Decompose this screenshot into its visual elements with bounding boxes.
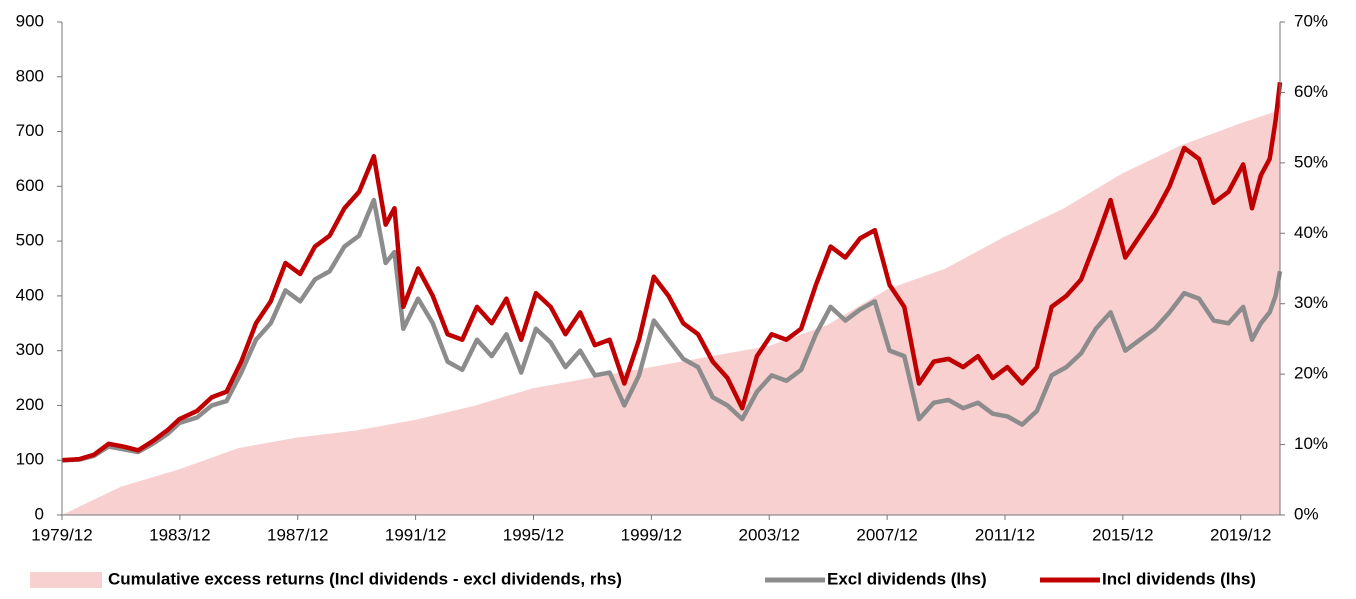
x-tick-label: 2011/12 bbox=[975, 525, 1035, 544]
y2-tick-label: 20% bbox=[1294, 364, 1328, 383]
y2-tick-label: 60% bbox=[1294, 82, 1328, 101]
x-tick-label: 1983/12 bbox=[149, 525, 210, 544]
y-tick-label: 300 bbox=[16, 340, 44, 359]
y-tick-label: 200 bbox=[16, 395, 44, 414]
area bbox=[62, 110, 1280, 516]
x-tick-label: 1979/12 bbox=[31, 525, 92, 544]
y-tick-label: 100 bbox=[16, 450, 44, 469]
legend-swatch bbox=[30, 572, 102, 588]
x-tick-label: 1987/12 bbox=[267, 525, 328, 544]
y2-tick-label: 50% bbox=[1294, 152, 1328, 171]
x-tick-label: 1991/12 bbox=[385, 525, 446, 544]
y2-tick-label: 0% bbox=[1294, 504, 1319, 523]
x-tick-label: 2003/12 bbox=[739, 525, 800, 544]
legend-label: Incl dividends (lhs) bbox=[1102, 569, 1256, 588]
x-tick-label: 2019/12 bbox=[1210, 525, 1271, 544]
line bbox=[61, 197, 1283, 463]
y2-tick-label: 30% bbox=[1294, 293, 1328, 312]
legend-label: Excl dividends (lhs) bbox=[827, 569, 987, 588]
x-tick-label: 1995/12 bbox=[503, 525, 564, 544]
line bbox=[61, 81, 1283, 463]
y-tick-label: 0 bbox=[35, 504, 44, 523]
legend-label: Cumulative excess returns (Incl dividend… bbox=[108, 569, 622, 588]
y-tick-label: 900 bbox=[16, 11, 44, 30]
y-tick-label: 600 bbox=[16, 176, 44, 195]
y-tick-label: 800 bbox=[16, 66, 44, 85]
y2-tick-label: 70% bbox=[1294, 11, 1328, 30]
x-tick-label: 1999/12 bbox=[621, 525, 682, 544]
y2-tick-label: 10% bbox=[1294, 434, 1328, 453]
x-tick-label: 2007/12 bbox=[856, 525, 917, 544]
y-tick-label: 400 bbox=[16, 285, 44, 304]
y-tick-label: 700 bbox=[16, 121, 44, 140]
y2-tick-label: 40% bbox=[1294, 223, 1328, 242]
y-tick-label: 500 bbox=[16, 231, 44, 250]
x-tick-label: 2015/12 bbox=[1092, 525, 1153, 544]
